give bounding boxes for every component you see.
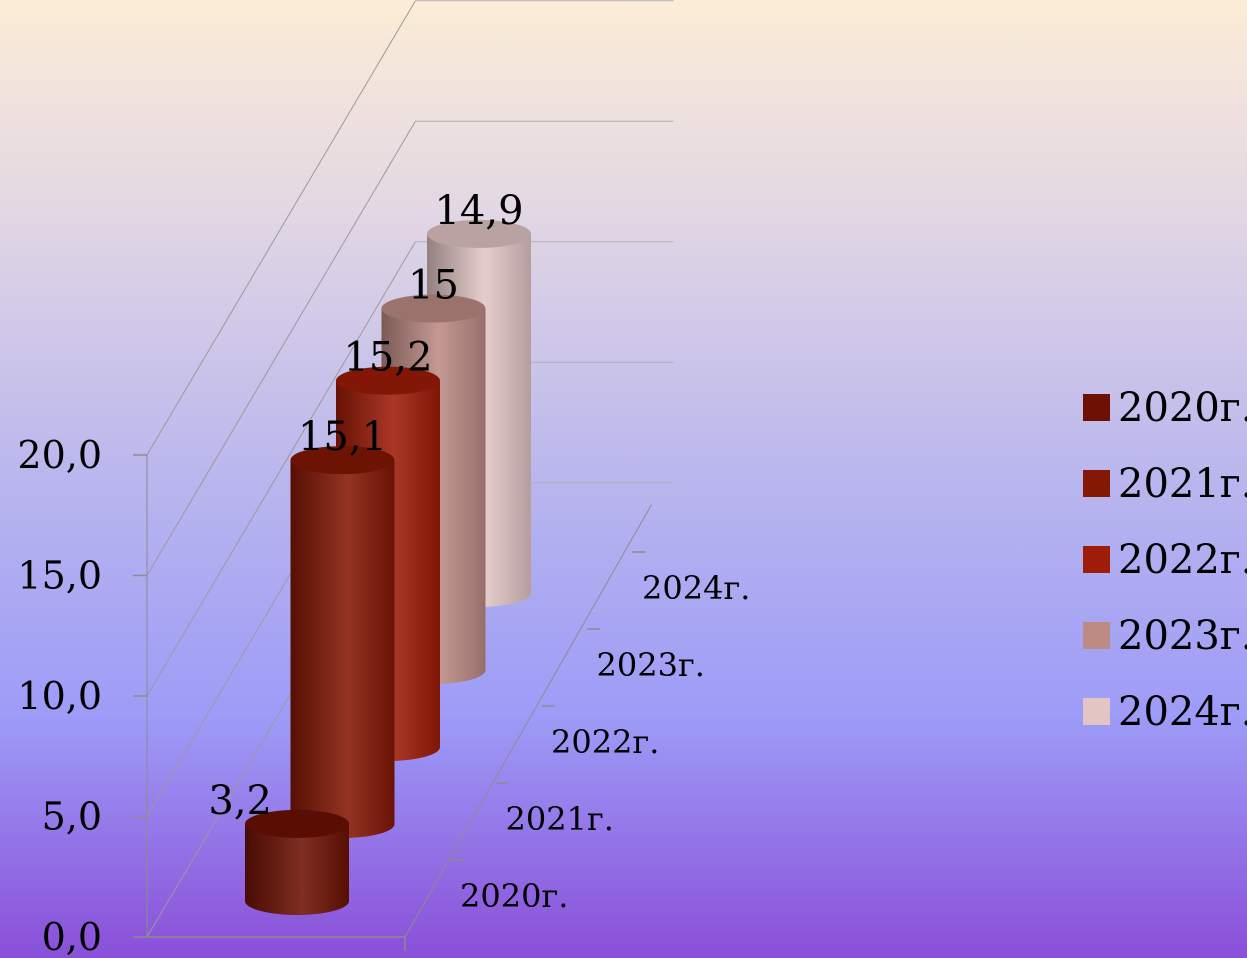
legend-item: 2022г. — [1083, 537, 1247, 583]
depth-axis-line — [404, 504, 652, 938]
gridline-side — [146, 241, 416, 697]
legend-swatch — [1083, 394, 1110, 421]
data-label: 15 — [408, 263, 459, 309]
category-label: 2020г. — [460, 877, 568, 915]
data-label: 14,9 — [434, 188, 523, 234]
bar-top — [427, 219, 531, 248]
legend-label: 2021г. — [1118, 461, 1247, 507]
legend: 2020г. 2021г. 2022г. 2023г. 2024г. — [1083, 385, 1247, 735]
legend-label: 2022г. — [1118, 537, 1247, 583]
y-axis: 0,0 5,0 10,0 15,0 20,0 — [17, 433, 148, 958]
legend-item: 2021г. — [1083, 461, 1247, 507]
legend-item: 2023г. — [1083, 613, 1247, 659]
depth-axis: 2020г. 2021г. 2022г. 2023г. 2024г. — [404, 504, 750, 938]
bars: 14,9 15 15,2 15,1 3,2 — [208, 188, 531, 915]
y-tick-label: 0,0 — [42, 915, 102, 958]
data-label: 3,2 — [208, 778, 272, 824]
data-label: 15,1 — [298, 414, 387, 460]
y-tick-label: 15,0 — [17, 554, 102, 598]
legend-swatch — [1083, 470, 1110, 497]
legend-item: 2020г. — [1083, 385, 1247, 431]
bar-top — [245, 809, 349, 838]
legend-label: 2024г. — [1118, 689, 1247, 735]
bar-top — [336, 366, 440, 395]
y-tick-label: 20,0 — [17, 433, 102, 477]
legend-item: 2024г. — [1083, 689, 1247, 735]
gridline-side — [146, 0, 416, 456]
gridline-side — [146, 120, 416, 576]
bar-top — [381, 294, 486, 323]
category-label: 2022г. — [551, 723, 659, 761]
legend-label: 2023г. — [1118, 613, 1247, 659]
y-tick-label: 5,0 — [42, 795, 102, 839]
data-label: 15,2 — [343, 335, 432, 381]
category-label: 2024г. — [642, 569, 750, 607]
category-label: 2023г. — [597, 646, 705, 684]
bar-0 — [245, 809, 349, 915]
bar-body — [245, 823, 349, 915]
bar-top — [290, 446, 395, 475]
bar-body — [290, 460, 395, 839]
legend-swatch — [1083, 622, 1110, 649]
bar-1 — [290, 446, 395, 839]
legend-swatch — [1083, 546, 1110, 573]
legend-label: 2020г. — [1118, 385, 1247, 431]
y-tick-label: 10,0 — [17, 674, 102, 718]
category-label: 2021г. — [506, 800, 614, 838]
legend-swatch — [1083, 698, 1110, 725]
